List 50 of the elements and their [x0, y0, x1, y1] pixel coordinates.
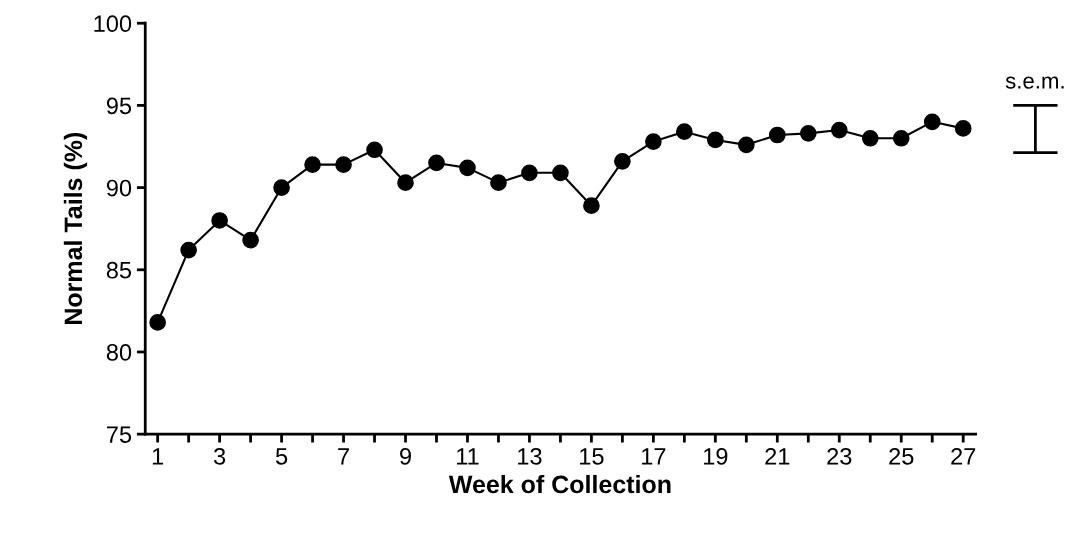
point	[923, 113, 941, 131]
point	[273, 179, 290, 196]
point	[954, 120, 972, 137]
y-tick-label: 80	[106, 344, 132, 361]
point	[397, 174, 414, 191]
point	[149, 314, 166, 331]
x-axis-title: Week of Collection	[448, 474, 671, 494]
point	[459, 159, 476, 177]
x-tick-label: 19	[704, 447, 728, 465]
x-tick-label: 11	[457, 448, 479, 465]
point	[521, 164, 538, 182]
point	[799, 125, 817, 142]
point	[737, 136, 755, 154]
x-tick-label: 25	[889, 447, 914, 465]
point	[645, 133, 662, 150]
x-tick-label: 27	[951, 447, 976, 465]
point	[552, 164, 569, 182]
y-tick-label: 95	[106, 97, 132, 115]
point	[428, 154, 445, 172]
point	[304, 156, 321, 173]
point	[490, 174, 507, 191]
x-tick-label: 15	[580, 448, 604, 465]
point	[861, 129, 879, 147]
x-tick-label: 7	[338, 448, 349, 465]
point	[830, 121, 848, 139]
x-tick-label: 9	[400, 447, 411, 465]
point	[892, 129, 910, 147]
point	[583, 197, 600, 215]
point	[335, 156, 352, 173]
x-tick-label: 17	[642, 448, 666, 465]
x-tick-label: 5	[275, 448, 288, 465]
x-tick-label: 13	[518, 447, 542, 465]
point	[707, 131, 724, 149]
y-tick-label: 85	[106, 261, 132, 279]
point	[768, 126, 786, 144]
text: s.e.m.	[1005, 76, 1064, 89]
point	[614, 152, 631, 170]
x-tick-label: 3	[213, 447, 226, 465]
point	[676, 123, 693, 141]
y-axis-title: Normal Tails (%)	[63, 132, 88, 325]
y-tick-label: 100	[94, 15, 132, 33]
point	[366, 141, 383, 159]
point	[242, 231, 259, 249]
x-tick-label: 1	[152, 448, 164, 465]
point	[180, 241, 197, 259]
x-tick-label: 21	[765, 447, 790, 465]
y-tick-label: 90	[106, 179, 132, 197]
point	[211, 212, 228, 229]
y-tick-label: 75	[107, 426, 132, 443]
x-tick-label: 23	[827, 447, 852, 465]
